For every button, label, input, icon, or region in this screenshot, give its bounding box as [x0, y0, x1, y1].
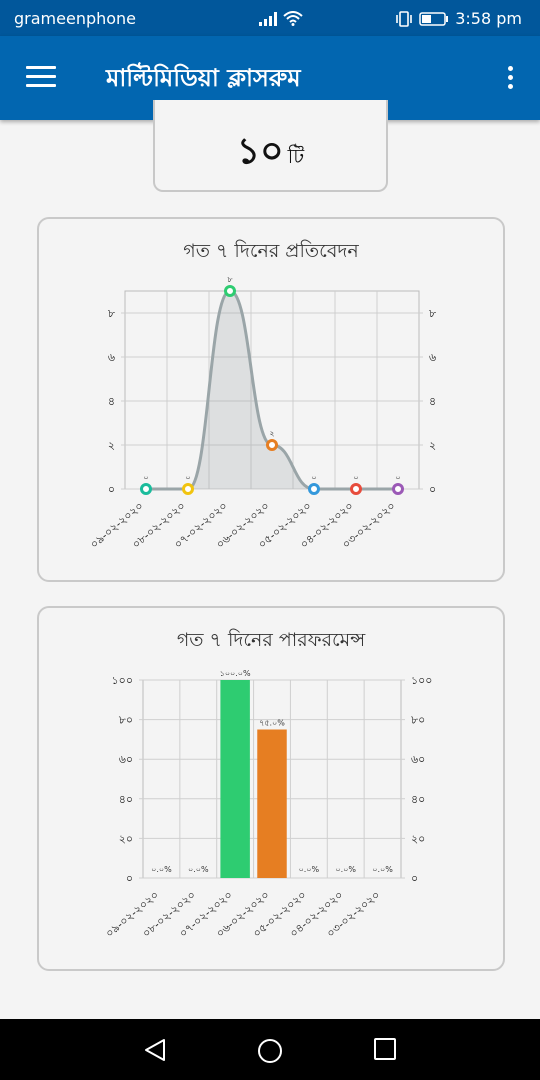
app-title: মাল্টিমিডিয়া ক্লাসরুম: [106, 64, 301, 92]
wifi-icon: [283, 11, 303, 26]
y-tick-right: ০: [411, 872, 418, 885]
y-tick-left: ২: [108, 439, 115, 452]
series-line: [146, 289, 398, 491]
status-icons: 3:58 pm: [259, 9, 522, 28]
data-label: ২: [269, 429, 274, 438]
data-label: ৭৫.০%: [259, 719, 285, 728]
count-display: ১০ টি: [155, 124, 386, 184]
home-circle-icon[interactable]: [256, 1037, 284, 1065]
performance-card-title: গত ৭ দিনের পারফরমেন্স: [176, 629, 366, 651]
status-bar: grameenphone 3:58 pm: [0, 0, 540, 36]
y-tick-left: ৬: [108, 351, 115, 364]
report-card: গত ৭ দিনের প্রতিবেদন ০ ০ ২ ২ ৪ ৪ ৬ ৬ ৮ ৮ ০ ০৯-০২-২০…: [37, 217, 505, 582]
carrier-name: grameenphone: [14, 9, 137, 28]
data-label: ০: [143, 473, 148, 482]
y-tick-left: ৮: [108, 307, 115, 320]
y-tick-left: ২০: [119, 832, 133, 845]
y-tick-right: ৬: [429, 351, 436, 364]
y-tick-right: ৮০: [411, 714, 425, 727]
y-tick-right: ১০০: [411, 674, 432, 687]
data-label: ০.০%: [335, 865, 356, 874]
y-tick-left: ৮০: [119, 714, 133, 727]
battery-icon: [419, 11, 449, 26]
vibrate-icon: [396, 10, 413, 27]
data-point: [140, 483, 152, 495]
y-tick-left: ৪: [108, 395, 115, 408]
data-label: ০: [353, 473, 358, 482]
data-label: ১০০.০%: [220, 669, 251, 678]
more-vertical-icon[interactable]: [506, 66, 514, 92]
data-point: [224, 285, 236, 297]
data-point: [266, 439, 278, 451]
signal-icon: [259, 11, 278, 26]
report-line-chart: ০ ০২ ২৪ ৪৬ ৬৮ ৮০০৯-০২-২০২০০০৮-০২-২০২০৮০৭-০২-২…: [88, 275, 436, 551]
y-tick-left: ৪০: [119, 793, 133, 806]
y-tick-right: ৬০: [411, 753, 425, 766]
recents-square-icon[interactable]: [373, 1037, 397, 1061]
hamburger-icon[interactable]: [26, 66, 56, 88]
data-label: ০: [185, 473, 190, 482]
back-triangle-icon[interactable]: [142, 1037, 168, 1063]
report-card-title: গত ৭ দিনের প্রতিবেদন: [183, 240, 359, 262]
y-tick-left: ৬০: [119, 753, 133, 766]
y-tick-left: ০: [108, 483, 115, 496]
y-tick-right: ৮: [429, 307, 436, 320]
data-point: [182, 483, 194, 495]
y-tick-right: ২: [429, 439, 436, 452]
navigation-bar: [0, 1019, 540, 1080]
y-tick-left: ০: [126, 872, 133, 885]
series-area: [146, 291, 398, 489]
y-tick-right: ৪: [429, 395, 436, 408]
bar: [257, 729, 287, 878]
data-point: [308, 483, 320, 495]
y-tick-right: ০: [429, 483, 436, 496]
data-label: ৮: [227, 275, 233, 284]
data-label: ০: [311, 473, 316, 482]
data-point: [392, 483, 404, 495]
data-label: ০.০%: [188, 865, 209, 874]
count-unit: টি: [287, 144, 305, 168]
bar: [220, 680, 250, 878]
performance-card: গত ৭ দিনের পারফরমেন্স ০ ০ ২০ ২০ ৪০ ৪০ ৬০ ৬০ ৮০ ৮০…: [37, 606, 505, 971]
y-tick-right: ৪০: [411, 793, 425, 806]
data-label: ০.০%: [299, 865, 320, 874]
data-label: ০: [395, 473, 400, 482]
clock: 3:58 pm: [455, 9, 522, 28]
y-tick-left: ১০০: [112, 674, 133, 687]
data-label: ০.০%: [372, 865, 393, 874]
count-card: ১০ টি: [153, 100, 388, 192]
data-label: ০.০%: [151, 865, 172, 874]
data-point: [350, 483, 362, 495]
y-tick-right: ২০: [411, 832, 425, 845]
count-value: ১০: [236, 131, 284, 172]
